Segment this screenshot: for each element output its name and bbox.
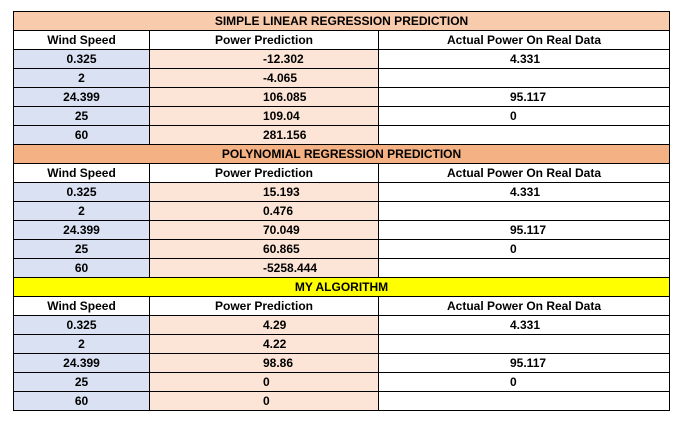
wind-speed-cell: 24.399: [13, 87, 150, 107]
column-header-row: Wind Speed Power Prediction Actual Power…: [13, 296, 671, 316]
actual-cell: 4.331: [377, 315, 671, 335]
section-title-polynomial: POLYNOMIAL REGRESSION PREDICTION: [12, 144, 671, 164]
table-row: 60 0: [13, 391, 671, 411]
header-power-prediction: Power Prediction: [149, 296, 379, 316]
prediction-cell: -4.065: [149, 68, 379, 88]
column-header-row: Wind Speed Power Prediction Actual Power…: [13, 30, 671, 50]
wind-speed-cell: 24.399: [13, 353, 150, 373]
wind-speed-cell: 2: [13, 334, 150, 354]
section-title-my-algorithm: MY ALGORITHM: [12, 277, 671, 297]
wind-speed-cell: 24.399: [13, 220, 150, 240]
header-actual-power: Actual Power On Real Data: [377, 30, 671, 50]
wind-speed-cell: 0.325: [13, 49, 150, 69]
prediction-cell: 4.29: [149, 315, 379, 335]
header-wind-speed: Wind Speed: [13, 296, 150, 316]
table-row: 2 -4.065: [13, 68, 671, 88]
prediction-cell: 0: [149, 372, 379, 392]
section-title-linear: SIMPLE LINEAR REGRESSION PREDICTION: [12, 11, 671, 31]
wind-speed-cell: 60: [13, 125, 150, 145]
table-row: 0.325 4.29 4.331: [13, 315, 671, 335]
column-header-row: Wind Speed Power Prediction Actual Power…: [13, 163, 671, 183]
prediction-cell: 109.04: [149, 106, 379, 126]
prediction-cell: 106.085: [149, 87, 379, 107]
actual-cell: [377, 201, 671, 221]
prediction-cell: 0: [149, 391, 379, 411]
header-actual-power: Actual Power On Real Data: [377, 163, 671, 183]
actual-cell: 0: [377, 239, 671, 259]
table-row: 24.399 70.049 95.117: [13, 220, 671, 240]
actual-cell: [377, 125, 671, 145]
wind-speed-cell: 60: [13, 258, 150, 278]
header-wind-speed: Wind Speed: [13, 30, 150, 50]
actual-cell: [377, 68, 671, 88]
wind-speed-cell: 0.325: [13, 182, 150, 202]
wind-speed-cell: 25: [13, 106, 150, 126]
header-power-prediction: Power Prediction: [149, 30, 379, 50]
actual-cell: 95.117: [377, 87, 671, 107]
prediction-cell: 0.476: [149, 201, 379, 221]
prediction-cell: -12.302: [149, 49, 379, 69]
actual-cell: 4.331: [377, 182, 671, 202]
section-title-row: POLYNOMIAL REGRESSION PREDICTION: [12, 144, 671, 164]
table-row: 0.325 -12.302 4.331: [13, 49, 671, 69]
actual-cell: 95.117: [377, 353, 671, 373]
actual-cell: 95.117: [377, 220, 671, 240]
table-row: 25 109.04 0: [13, 106, 671, 126]
prediction-cell: -5258.444: [149, 258, 379, 278]
table-row: 24.399 98.86 95.117: [13, 353, 671, 373]
actual-cell: [377, 391, 671, 411]
table-row: 25 60.865 0: [13, 239, 671, 259]
section-title-row: SIMPLE LINEAR REGRESSION PREDICTION: [12, 11, 671, 31]
actual-cell: 4.331: [377, 49, 671, 69]
table-row: 2 4.22: [13, 334, 671, 354]
table-row: 24.399 106.085 95.117: [13, 87, 671, 107]
actual-cell: [377, 258, 671, 278]
prediction-cell: 98.86: [149, 353, 379, 373]
header-wind-speed: Wind Speed: [13, 163, 150, 183]
wind-speed-cell: 25: [13, 239, 150, 259]
section-title-row: MY ALGORITHM: [12, 277, 671, 297]
prediction-cell: 281.156: [149, 125, 379, 145]
wind-speed-cell: 2: [13, 68, 150, 88]
wind-speed-cell: 60: [13, 391, 150, 411]
prediction-cell: 4.22: [149, 334, 379, 354]
actual-cell: 0: [377, 372, 671, 392]
header-power-prediction: Power Prediction: [149, 163, 379, 183]
actual-cell: 0: [377, 106, 671, 126]
header-actual-power: Actual Power On Real Data: [377, 296, 671, 316]
prediction-cell: 15.193: [149, 182, 379, 202]
table-row: 0.325 15.193 4.331: [13, 182, 671, 202]
prediction-cell: 70.049: [149, 220, 379, 240]
wind-speed-cell: 25: [13, 372, 150, 392]
table-row: 2 0.476: [13, 201, 671, 221]
actual-cell: [377, 334, 671, 354]
wind-speed-cell: 2: [13, 201, 150, 221]
prediction-cell: 60.865: [149, 239, 379, 259]
table-row: 25 0 0: [13, 372, 671, 392]
comparison-table: SIMPLE LINEAR REGRESSION PREDICTION Wind…: [12, 11, 671, 411]
table-row: 60 -5258.444: [13, 258, 671, 278]
wind-speed-cell: 0.325: [13, 315, 150, 335]
table-row: 60 281.156: [13, 125, 671, 145]
